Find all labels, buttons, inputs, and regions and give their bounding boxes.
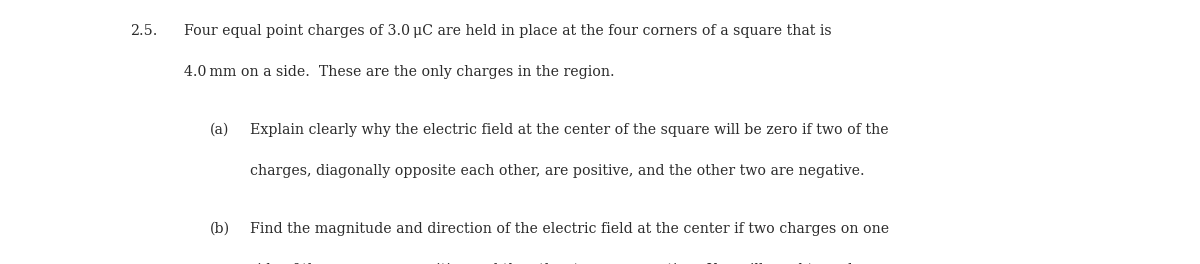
- Text: (a): (a): [210, 123, 229, 137]
- Text: Four equal point charges of 3.0 μC are held in place at the four corners of a sq: Four equal point charges of 3.0 μC are h…: [184, 24, 832, 38]
- Text: side of the square are positive and the other two are negative.  You will need t: side of the square are positive and the …: [250, 263, 864, 264]
- Text: charges, diagonally opposite each other, are positive, and the other two are neg: charges, diagonally opposite each other,…: [250, 164, 864, 178]
- Text: Find the magnitude and direction of the electric field at the center if two char: Find the magnitude and direction of the …: [250, 222, 889, 236]
- Text: (b): (b): [210, 222, 230, 236]
- Text: 4.0 mm on a side.  These are the only charges in the region.: 4.0 mm on a side. These are the only cha…: [184, 65, 614, 79]
- Text: 2.5.: 2.5.: [130, 24, 157, 38]
- Text: Explain clearly why the electric field at the center of the square will be zero : Explain clearly why the electric field a…: [250, 123, 888, 137]
